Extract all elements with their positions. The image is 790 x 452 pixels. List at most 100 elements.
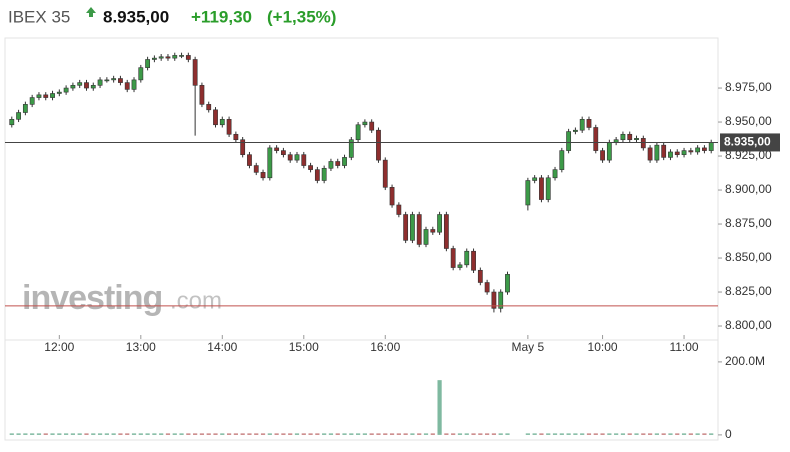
volume-bar bbox=[308, 433, 313, 435]
volume-bar bbox=[91, 433, 96, 435]
volume-bar bbox=[206, 433, 211, 435]
volume-bar bbox=[451, 433, 456, 435]
volume-bar bbox=[376, 433, 381, 435]
candle-body bbox=[681, 150, 687, 155]
volume-bar bbox=[532, 433, 537, 435]
volume-bar bbox=[138, 433, 143, 435]
candle-body bbox=[559, 150, 565, 170]
candle-body bbox=[165, 56, 171, 59]
candle-body bbox=[477, 269, 483, 283]
volume-bar bbox=[233, 433, 238, 435]
volume-bar bbox=[491, 433, 497, 435]
candle-body bbox=[525, 180, 531, 206]
x-tick-label: 14:00 bbox=[207, 340, 237, 354]
volume-tick-label: 200.0M bbox=[725, 354, 765, 368]
volume-bar bbox=[294, 433, 300, 435]
candle-body bbox=[118, 78, 123, 83]
candle-body bbox=[627, 133, 633, 141]
candle-body bbox=[505, 274, 510, 293]
volume-bar bbox=[145, 433, 150, 435]
candle-body bbox=[192, 59, 198, 86]
volume-bar bbox=[193, 433, 198, 435]
candle-body bbox=[84, 82, 89, 89]
volume-bar bbox=[539, 433, 544, 435]
y-tick-label: 8.925,00 bbox=[725, 148, 772, 162]
x-tick-label: 11:00 bbox=[669, 340, 698, 354]
candle-body bbox=[702, 147, 707, 151]
candle-body bbox=[172, 55, 178, 59]
candle-body bbox=[36, 94, 42, 98]
candle-body bbox=[56, 91, 62, 94]
volume-bar bbox=[709, 433, 714, 435]
x-tick-label: 16:00 bbox=[370, 340, 400, 354]
volume-bar bbox=[23, 433, 28, 435]
candle-body bbox=[335, 161, 341, 166]
candle-body bbox=[267, 147, 273, 179]
volume-bar bbox=[118, 433, 123, 435]
candle-body bbox=[437, 214, 442, 233]
candle-body bbox=[70, 85, 76, 89]
candle-body bbox=[396, 204, 402, 215]
volume-bar bbox=[57, 433, 62, 435]
candle-body bbox=[158, 56, 164, 59]
watermark: investing bbox=[22, 279, 162, 317]
volume-bar bbox=[301, 433, 306, 435]
volume-bar bbox=[281, 433, 286, 435]
candle-body bbox=[240, 139, 246, 155]
candle-body bbox=[661, 144, 667, 158]
volume-tick-label: 0 bbox=[725, 427, 732, 441]
candle-body bbox=[423, 229, 429, 245]
volume-bar bbox=[43, 433, 48, 435]
volume-bar bbox=[546, 433, 551, 435]
candle-body bbox=[708, 142, 714, 151]
candle-body bbox=[539, 177, 544, 200]
volume-bar bbox=[9, 433, 14, 435]
x-tick-label: 13:00 bbox=[126, 340, 156, 354]
candle-body bbox=[328, 161, 334, 169]
volume-bar bbox=[186, 433, 191, 435]
volume-bar bbox=[315, 433, 320, 435]
volume-bar bbox=[485, 433, 490, 435]
candle-body bbox=[63, 87, 69, 93]
plot-frame bbox=[4, 37, 719, 441]
candle-body bbox=[355, 124, 361, 141]
y-tick-label: 8.900,00 bbox=[725, 182, 772, 196]
candle-body bbox=[185, 55, 191, 60]
candle-body bbox=[308, 165, 313, 170]
candle-body bbox=[77, 82, 83, 86]
candle-body bbox=[457, 264, 463, 268]
candle-body bbox=[566, 131, 572, 151]
candle-body bbox=[634, 138, 639, 141]
volume-bar bbox=[552, 433, 558, 435]
volume-bar bbox=[423, 433, 429, 435]
volume-bar bbox=[16, 433, 21, 435]
volume-bar bbox=[647, 433, 653, 435]
y-tick-label: 8.950,00 bbox=[725, 114, 772, 128]
candle-body bbox=[226, 119, 232, 135]
candle-body bbox=[213, 109, 218, 126]
candle-body bbox=[151, 57, 157, 60]
volume-bar bbox=[355, 433, 361, 435]
candle-body bbox=[382, 159, 388, 188]
volume-bar bbox=[607, 433, 612, 435]
candle-body bbox=[498, 291, 504, 309]
volume-bar bbox=[125, 433, 130, 435]
candle-body bbox=[342, 157, 347, 166]
candle-body bbox=[416, 214, 422, 245]
x-tick-label: 12:00 bbox=[44, 340, 74, 354]
volume-bar bbox=[247, 433, 252, 435]
volume-bar bbox=[288, 433, 293, 435]
candle-body bbox=[131, 79, 137, 90]
volume-bar bbox=[50, 433, 55, 435]
volume-bar bbox=[478, 433, 483, 435]
volume-bar bbox=[267, 433, 272, 435]
volume-bar bbox=[213, 433, 218, 435]
candle-body bbox=[97, 79, 103, 86]
volume-bar bbox=[620, 433, 626, 435]
volume-bar bbox=[369, 433, 374, 435]
volume-bar bbox=[240, 433, 245, 435]
volume-bar bbox=[389, 433, 395, 435]
candle-body bbox=[552, 169, 558, 179]
volume-bar bbox=[566, 433, 571, 435]
candle-body bbox=[369, 121, 375, 131]
